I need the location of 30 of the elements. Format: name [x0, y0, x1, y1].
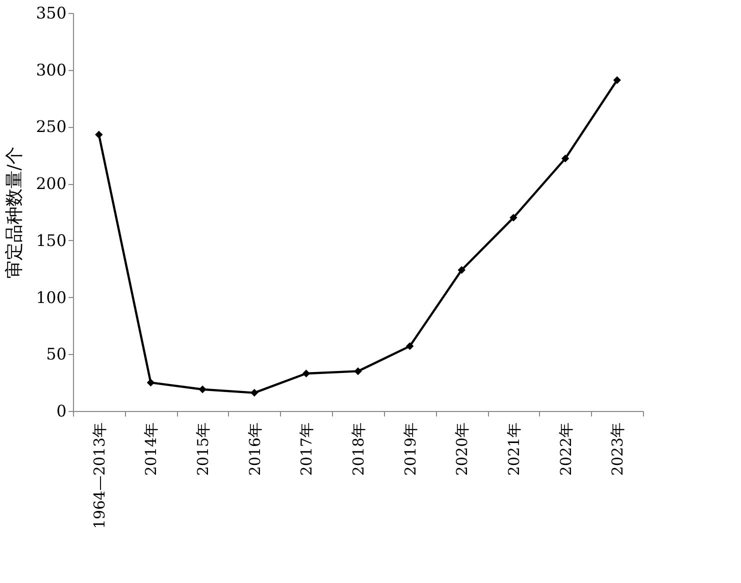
point: [510, 214, 518, 222]
point: [354, 367, 362, 376]
y-tick-label: 0: [56, 402, 66, 420]
y-tick-label: 300: [36, 60, 66, 80]
point: [198, 386, 206, 394]
x-tick-label: 2016年: [246, 422, 264, 476]
x-tick-label: 2022年: [556, 422, 575, 476]
y-tick-label: 50: [46, 344, 66, 364]
point: [561, 154, 570, 162]
y-tick-label: 150: [36, 230, 66, 250]
y-tick-label: 250: [36, 117, 66, 136]
y-tick-label: 200: [36, 174, 66, 194]
x-tick-label: 2017年: [298, 422, 316, 476]
y-axis-title: 审定品种数量/个: [4, 146, 25, 279]
point: [406, 342, 414, 350]
x-tick-label: 2014年: [142, 422, 160, 476]
point: [613, 76, 621, 84]
x-tick-label: 2021年: [504, 422, 523, 476]
x-tick-label: 1964—2013年: [90, 422, 108, 529]
point: [146, 378, 155, 386]
point: [95, 130, 103, 139]
point: [458, 266, 466, 274]
point: [250, 388, 258, 397]
x-tick-label: 2018年: [350, 422, 368, 476]
x-tick-label: 2019年: [401, 422, 420, 476]
y-tick-label: 100: [36, 288, 66, 307]
y-tick-label: 350: [36, 4, 66, 22]
x-tick-label: 2020年: [453, 422, 472, 476]
x-tick-label: 2023年: [608, 422, 627, 476]
x-tick-label: 2015年: [194, 422, 212, 476]
